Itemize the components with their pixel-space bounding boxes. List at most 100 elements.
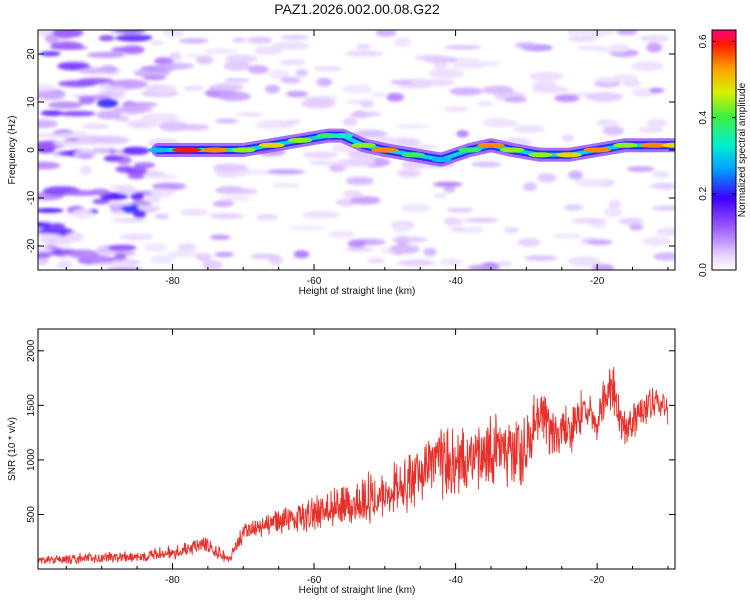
- chart-title: PAZ1.2026.002.00.08.G22: [274, 1, 440, 17]
- spectrogram-noise-blob: [514, 42, 537, 49]
- spectrogram-noise-blob: [78, 97, 96, 105]
- spectrogram-noise-blob: [629, 224, 644, 231]
- spectrogram-noise-blob: [359, 100, 375, 108]
- spectrogram-noise-blob: [553, 233, 582, 239]
- ridge-peak: [640, 142, 668, 148]
- snr-xtick-label: -40: [448, 575, 463, 586]
- spectrogram-noise-blob: [585, 92, 624, 102]
- spectrogram-noise-blob: [142, 75, 167, 81]
- spectrogram-noise-blob: [125, 167, 148, 176]
- spectrogram-noise-blob: [414, 55, 450, 61]
- spectrogram-noise-blob: [57, 61, 90, 71]
- spectrogram-noise-blob: [529, 71, 564, 81]
- spectrogram-panel: -80 -60 -40 -20 -20 -10 0 10 20 Height of straig…: [7, 29, 676, 297]
- snr-xtick-label: -80: [165, 575, 180, 586]
- spectrogram-noise-blob: [301, 210, 341, 219]
- spectrogram-ridge: [148, 128, 675, 167]
- spectrogram-noise-blob: [371, 92, 386, 98]
- spectrogram-noise-blob: [390, 79, 413, 85]
- spectrogram-noise-blob: [463, 226, 485, 234]
- spectrogram-noise-blob: [113, 30, 147, 34]
- spectrogram-noise-blob: [38, 84, 56, 92]
- spectrogram-noise-blob: [567, 30, 581, 36]
- spectrogram-noise-blob: [295, 69, 308, 77]
- spectrogram-noise-blob: [596, 47, 621, 53]
- spectrogram-noise-blob: [218, 188, 259, 195]
- ridge-peak: [499, 147, 525, 153]
- spectrogram-noise-blob: [272, 182, 301, 188]
- spectrogram-ytick-label: 20: [26, 48, 37, 60]
- ridge-peak: [477, 142, 505, 148]
- spectrogram-noise-blob: [316, 77, 332, 87]
- spectrogram-noise-blob: [523, 182, 537, 192]
- spectrogram-noise-blob: [38, 208, 64, 213]
- spectrogram-noise-blob: [108, 86, 128, 94]
- spectrogram-noise-blob: [642, 236, 671, 246]
- spectrogram-noise-blob: [196, 55, 213, 65]
- spectrogram-noise-blob: [91, 148, 110, 153]
- spectrogram-noise-blob: [266, 169, 306, 175]
- spectrogram-noise-blob: [352, 129, 388, 138]
- spectrogram-noise-blob: [50, 41, 83, 50]
- spectrogram-noise-blob: [107, 244, 137, 251]
- spectrogram-noise-blob: [651, 205, 675, 211]
- spectrogram-noise-blob: [149, 254, 175, 265]
- spectrogram-noise-blob: [567, 36, 599, 42]
- ridge-peak: [613, 142, 638, 148]
- spectrogram-noise-blob: [130, 192, 145, 201]
- spectrogram-noise-blob: [214, 252, 234, 257]
- spectrogram-xtick-label: -80: [165, 276, 180, 287]
- spectrogram-noise-blob: [56, 260, 73, 270]
- snr-ylabel: SNR (10 * v/v): [7, 417, 18, 481]
- spectrogram-noise-blob: [113, 106, 154, 113]
- spectrogram-noise-blob: [154, 57, 174, 65]
- snr-ticks: -80 -60 -40 -20 500 1000 1500 2000: [26, 329, 675, 586]
- snr-ytick-label: 500: [26, 506, 37, 523]
- colorbar: 0.0 0.2 0.4 0.6 Normalized spectral amplitu…: [698, 29, 748, 277]
- colorbar-gradient: [712, 30, 736, 270]
- spectrogram-noise-blob: [563, 204, 583, 211]
- spectrogram-noise-blob: [356, 44, 371, 50]
- snr-line: [38, 366, 669, 565]
- spectrogram-noise-blob: [210, 234, 231, 240]
- spectrogram-noise-blob: [121, 102, 159, 107]
- spectrogram-noise-blob: [286, 119, 301, 125]
- spectrogram-noise-blob: [400, 203, 431, 213]
- spectrogram-noise-blob: [163, 30, 185, 37]
- ridge-peak: [528, 152, 553, 158]
- spectrogram-noise-blob: [71, 209, 94, 219]
- spectrogram-noise-blob: [132, 209, 147, 219]
- spectrogram-noise-blob: [121, 203, 139, 214]
- spectrogram-noise-blob: [618, 217, 644, 225]
- spectrogram-noise-blob: [512, 124, 546, 134]
- spectrogram-noise-blob: [149, 39, 164, 46]
- spectrogram-noise-blob: [119, 233, 154, 241]
- spectrogram-noise-blob: [433, 193, 447, 198]
- ridge-peak: [458, 147, 482, 153]
- spectrogram-noise-blob: [38, 233, 61, 239]
- spectrogram-noise-blob: [464, 217, 500, 223]
- spectrogram-noise-blob: [150, 188, 175, 198]
- spectrogram-noise-blob: [185, 53, 209, 58]
- spectrogram-noise-blob: [288, 225, 326, 231]
- spectrogram-noise-blob: [567, 256, 601, 267]
- spectrogram-noise-blob: [344, 247, 374, 252]
- colorbar-frame: [711, 29, 737, 271]
- spectrogram-noise-blob: [603, 207, 623, 218]
- spectrogram-noise-blob: [432, 181, 463, 187]
- spectrogram-ytick-label: -10: [26, 190, 37, 205]
- spectrogram-noise-blob: [113, 253, 127, 261]
- spectrogram-noise-blob: [397, 259, 436, 267]
- spectrogram-noise-blob: [269, 69, 290, 80]
- ridge-peak: [287, 137, 313, 143]
- spectrogram-noise-blob: [82, 123, 109, 130]
- spectrogram-noise-blob: [40, 110, 64, 117]
- spectrogram-noise-blob: [594, 76, 623, 84]
- spectrogram-noise-blob: [571, 218, 607, 224]
- spectrogram-noise-blob: [280, 76, 302, 84]
- spectrogram-noise-blob: [38, 133, 69, 138]
- spectrogram-noise-blob: [497, 260, 512, 267]
- spectrogram-noise-blob: [96, 110, 122, 120]
- spectrogram-noise-blob: [375, 30, 397, 37]
- spectrogram-noise-blob: [568, 170, 583, 180]
